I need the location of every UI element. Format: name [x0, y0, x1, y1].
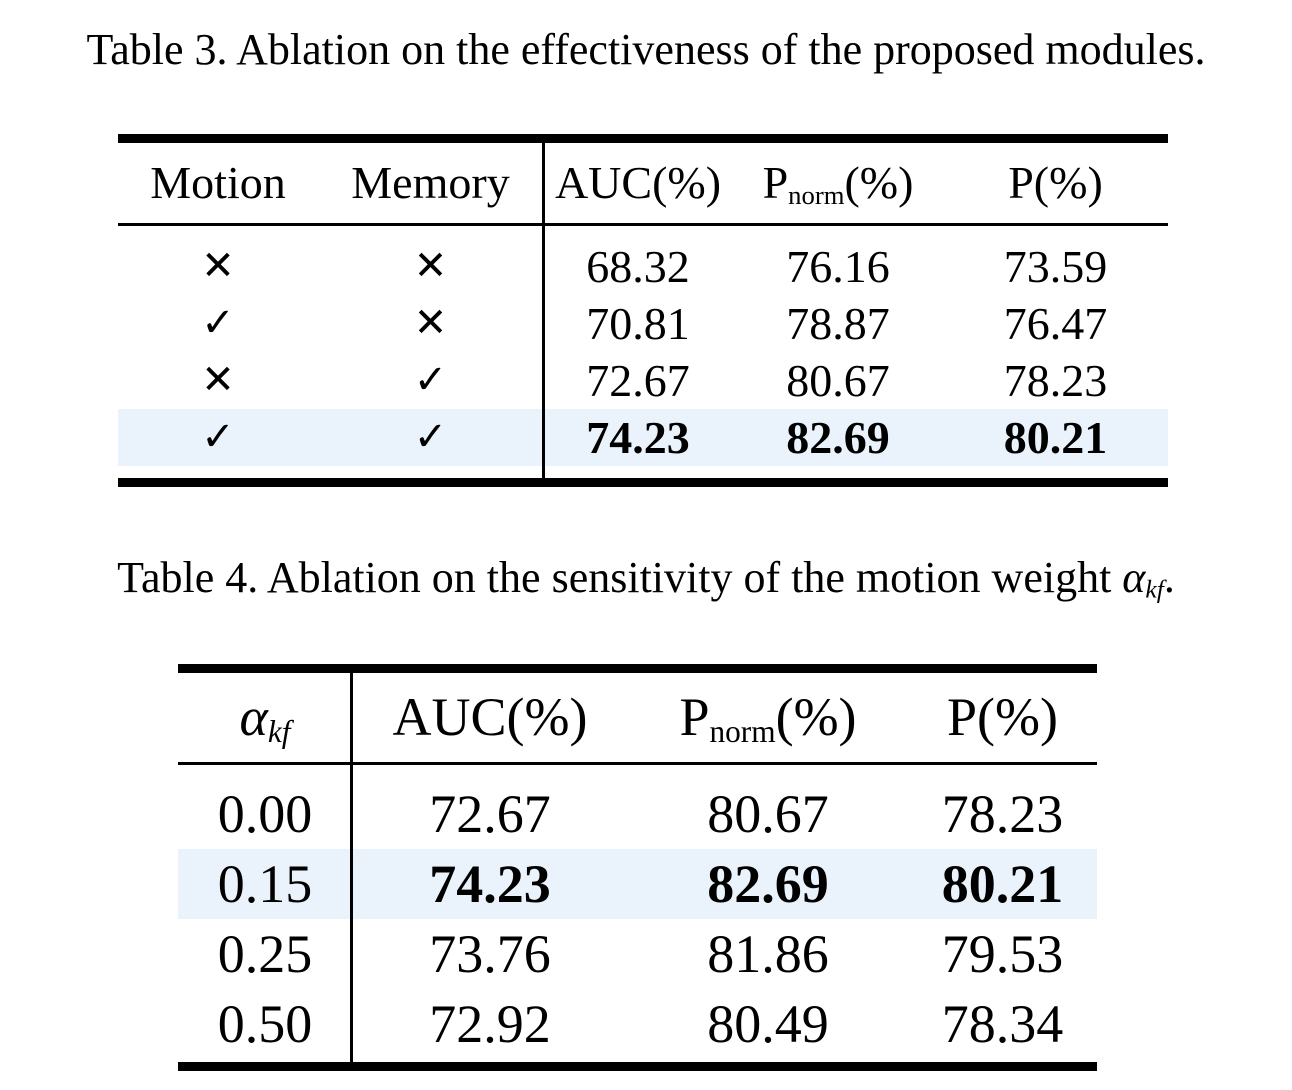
table4-caption: Table 4. Ablation on the sensitivity of …: [0, 548, 1292, 608]
table4-header-p: P(%): [947, 687, 1058, 747]
auc-cell: 74.23: [429, 854, 551, 914]
pnorm-cell: 76.16: [786, 241, 890, 292]
p-cell: 80.21: [1003, 412, 1108, 463]
alpha-value-cell: 0.00: [217, 784, 313, 844]
table3-header-auc: AUC(%): [554, 157, 722, 208]
table3-header-row: Motion Memory AUC(%) Pnorm(%) P(%): [118, 143, 1168, 226]
auc-cell: 72.92: [429, 994, 551, 1054]
caption-period: .: [1163, 553, 1175, 602]
alpha-symbol: α: [1122, 553, 1146, 602]
pnorm-cell: 81.86: [707, 924, 829, 984]
p-cell: 80.21: [941, 854, 1064, 914]
table3-body: ✕ ✕ 68.32 76.16 73.59 ✓ ✕ 70.81 78.87 76…: [118, 226, 1168, 466]
table3-row: ✕ ✕ 68.32 76.16 73.59: [118, 238, 1168, 295]
pnorm-rest: (%): [844, 157, 914, 208]
table4-body: 0.00 72.67 80.67 78.23 0.15 74.23 82.69 …: [178, 765, 1097, 1059]
table4-row: 0.50 72.92 80.49 78.34: [178, 989, 1097, 1059]
pnorm-subscript: norm: [788, 179, 845, 210]
motion-mark-icon: ✕: [201, 243, 235, 289]
pnorm-cell: 78.87: [786, 298, 890, 349]
p-cell: 78.23: [941, 784, 1064, 844]
pnorm-cell: 80.49: [707, 994, 829, 1054]
pnorm-cell: 82.69: [707, 854, 829, 914]
pnorm-cell: 80.67: [707, 784, 829, 844]
table4: αkf AUC(%) Pnorm(%) P(%) 0.00 72.67 80.6…: [178, 664, 1097, 1071]
p-cell: 78.23: [1003, 355, 1108, 406]
memory-mark-icon: ✕: [413, 300, 448, 346]
table3-header-motion: Motion: [150, 157, 286, 208]
caption-text: Table 4. Ablation on the sensitivity of …: [117, 553, 1123, 602]
table3-header-memory: Memory: [351, 157, 510, 208]
table4-row-highlighted: 0.15 74.23 82.69 80.21: [178, 849, 1097, 919]
pnorm-base: P: [679, 687, 710, 747]
table3-column-divider: [542, 143, 545, 478]
p-cell: 73.59: [1003, 241, 1108, 292]
memory-mark-icon: ✓: [413, 357, 448, 403]
pnorm-base: P: [762, 157, 789, 208]
auc-cell: 73.76: [429, 924, 551, 984]
table3: Motion Memory AUC(%) Pnorm(%) P(%) ✕ ✕ 6…: [118, 134, 1168, 487]
p-cell: 76.47: [1003, 298, 1108, 349]
table4-header-row: αkf AUC(%) Pnorm(%) P(%): [178, 673, 1097, 765]
motion-mark-icon: ✓: [201, 414, 235, 460]
table4-row: 0.00 72.67 80.67 78.23: [178, 779, 1097, 849]
table3-row: ✓ ✕ 70.81 78.87 76.47: [118, 295, 1168, 352]
motion-mark-icon: ✓: [201, 300, 235, 346]
auc-cell: 74.23: [586, 412, 690, 463]
table4-column-divider: [350, 673, 353, 1062]
pnorm-subscript: norm: [709, 713, 776, 749]
table4-row: 0.25 73.76 81.86 79.53: [178, 919, 1097, 989]
pnorm-rest: (%): [775, 687, 857, 747]
table3-row-highlighted: ✓ ✓ 74.23 82.69 80.21: [118, 409, 1168, 466]
memory-mark-icon: ✕: [413, 243, 448, 289]
auc-cell: 72.67: [429, 784, 551, 844]
alpha-subscript: kf: [1145, 574, 1164, 604]
motion-mark-icon: ✕: [201, 357, 235, 403]
alpha-value-cell: 0.15: [217, 854, 313, 914]
table3-row: ✕ ✓ 72.67 80.67 78.23: [118, 352, 1168, 409]
table4-header-alpha: αkf: [178, 673, 352, 762]
table4-header-auc: AUC(%): [392, 687, 588, 747]
table3-caption: Table 3. Ablation on the effectiveness o…: [86, 25, 1206, 74]
memory-mark-icon: ✓: [413, 414, 448, 460]
pnorm-cell: 82.69: [786, 412, 890, 463]
auc-cell: 68.32: [586, 241, 690, 292]
alpha-subscript: kf: [267, 713, 291, 749]
pnorm-cell: 80.67: [786, 355, 890, 406]
alpha-symbol: α: [239, 687, 268, 747]
alpha-value-cell: 0.50: [217, 994, 313, 1054]
alpha-value-cell: 0.25: [217, 924, 313, 984]
auc-cell: 72.67: [586, 355, 690, 406]
p-cell: 79.53: [941, 924, 1064, 984]
table3-header-pnorm: Pnorm(%): [733, 143, 943, 223]
table4-header-pnorm: Pnorm(%): [628, 673, 908, 762]
p-cell: 78.34: [941, 994, 1064, 1054]
auc-cell: 70.81: [586, 298, 690, 349]
table3-header-p: P(%): [1008, 157, 1103, 208]
